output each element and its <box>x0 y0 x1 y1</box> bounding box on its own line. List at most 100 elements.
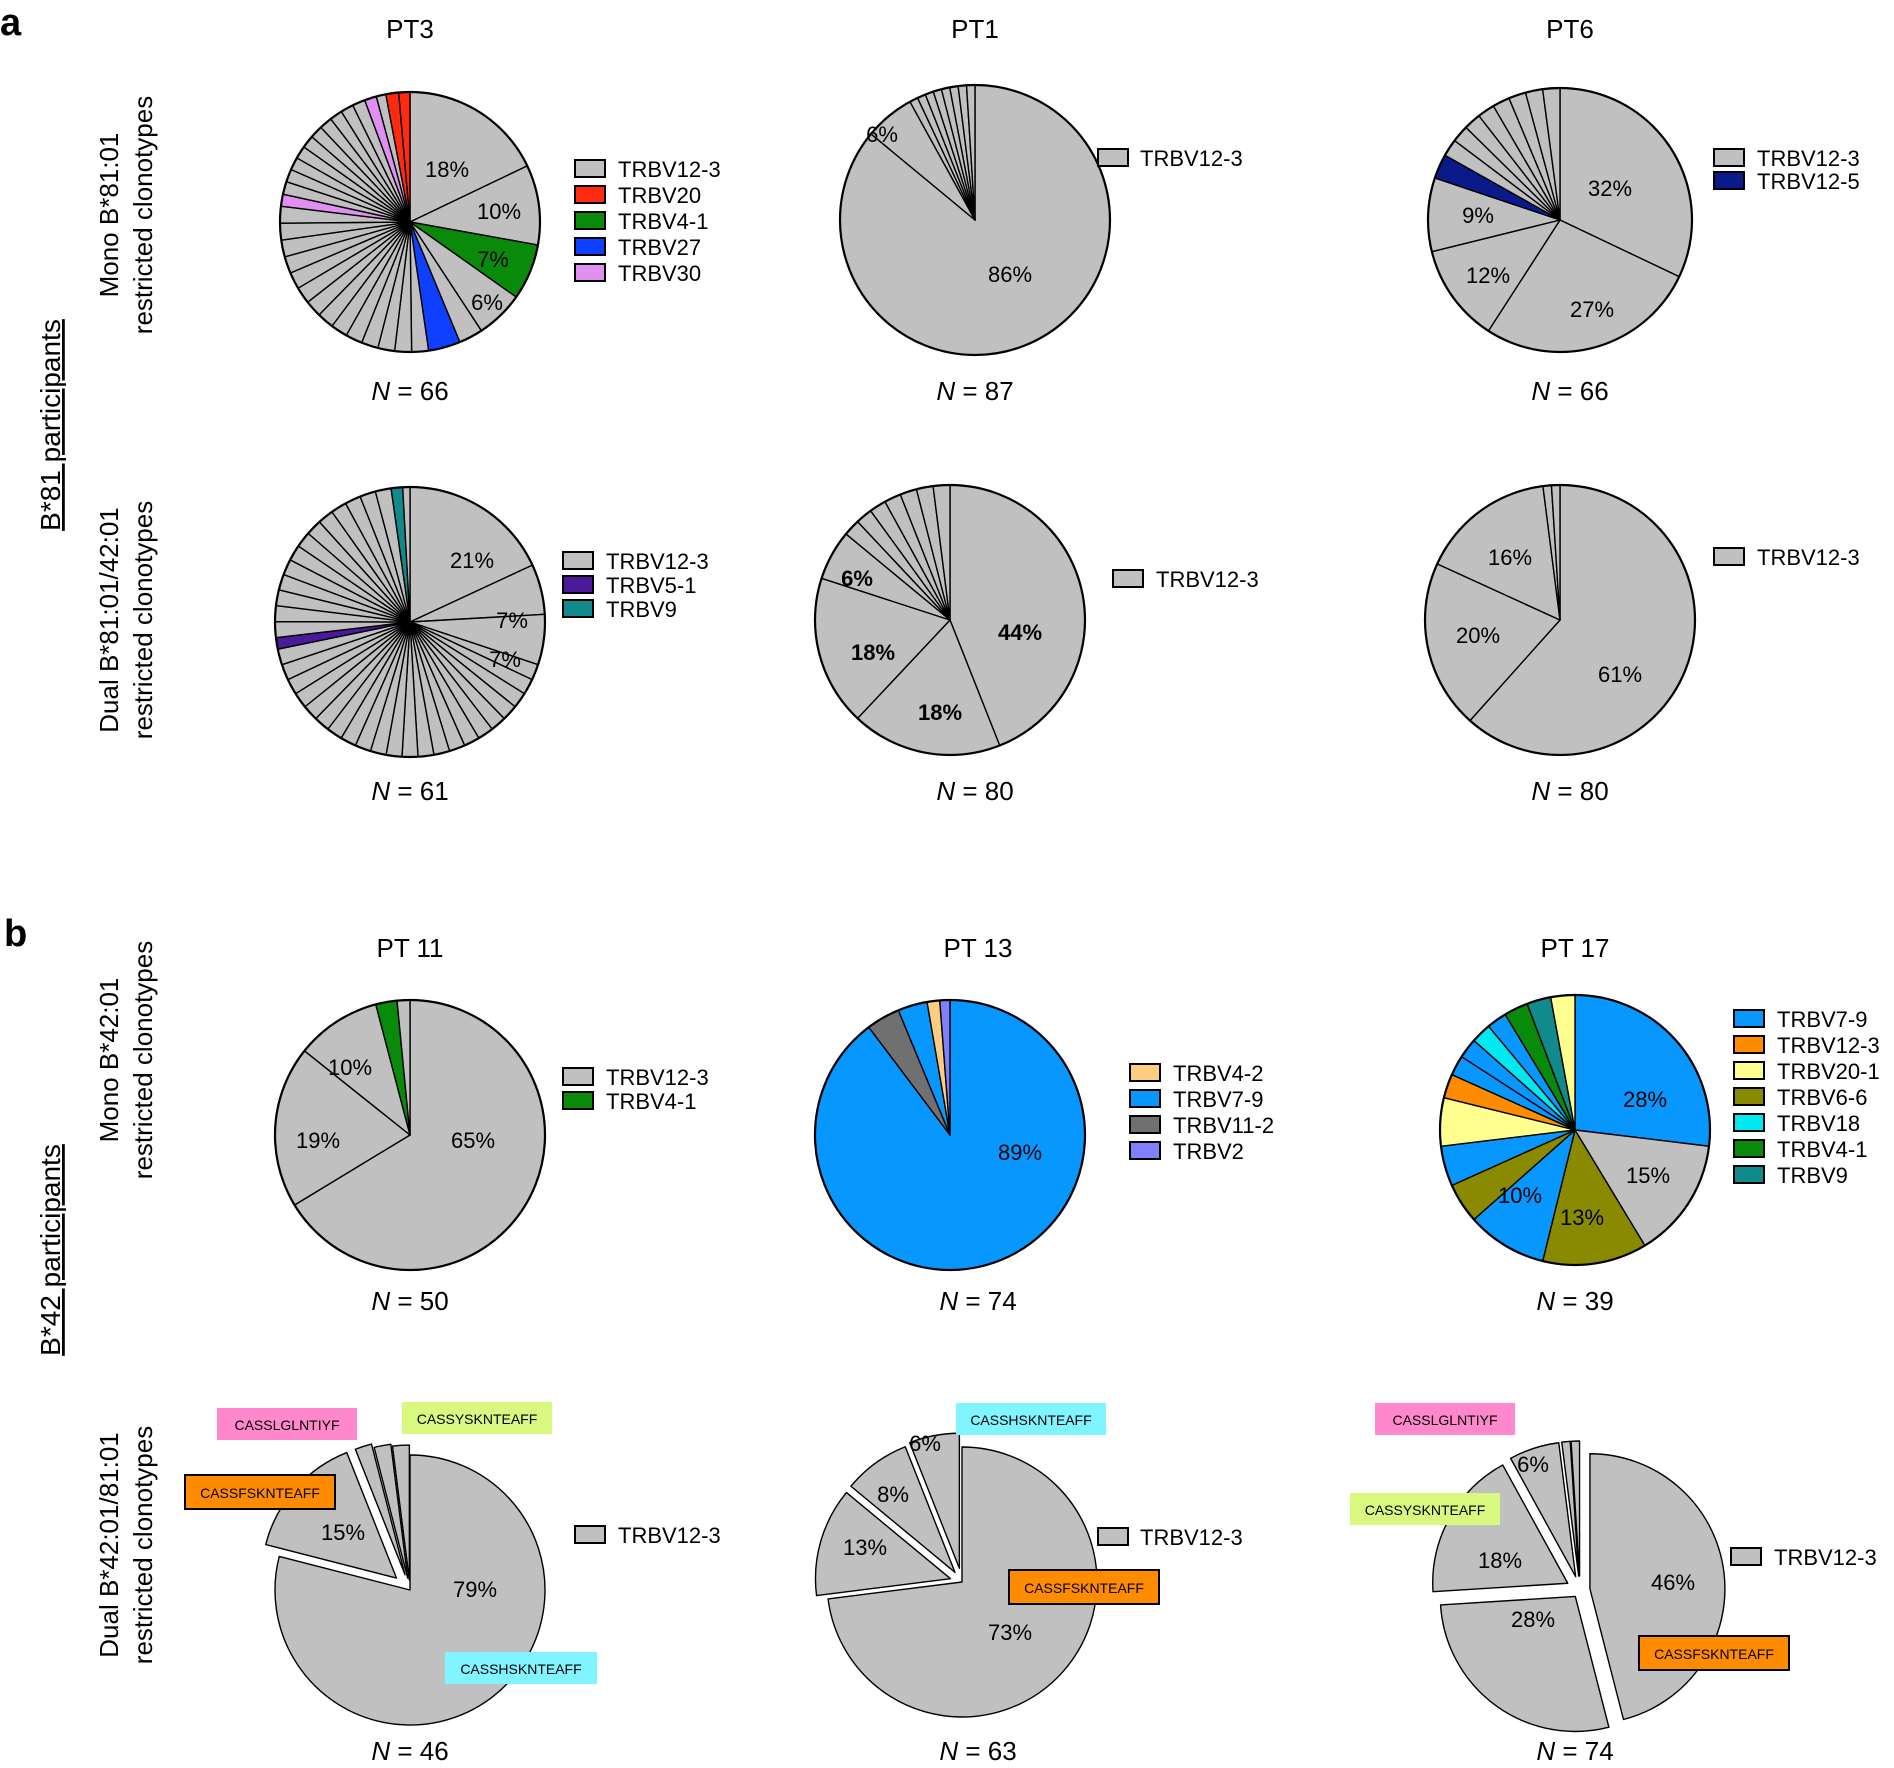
row-label-line: restricted clonotypes <box>128 1426 158 1664</box>
pie-outline <box>1438 993 1712 1267</box>
cdr3-label: CASSHSKNTEAFF <box>970 1412 1091 1428</box>
legend-label: TRBV12-3 <box>618 157 721 182</box>
legend-label: TRBV12-3 <box>1140 146 1243 171</box>
legend-swatch <box>562 599 594 618</box>
slice-label: 10% <box>1498 1183 1542 1208</box>
slice-label: 18% <box>918 700 962 725</box>
cdr3-box <box>445 1652 597 1684</box>
pie-slice <box>1574 994 1711 1147</box>
pie-slice <box>354 1443 406 1576</box>
svg-text:N = 74: N = 74 <box>939 1286 1016 1316</box>
legend: TRBV12-3 <box>1112 567 1259 592</box>
row-label-line: restricted clonotypes <box>128 941 158 1179</box>
group-label-b42: B*42 participants <box>35 1144 66 1356</box>
slice-label: 32% <box>1588 176 1632 201</box>
slice-label: 7% <box>477 247 509 272</box>
legend-label: TRBV9 <box>1777 1163 1848 1188</box>
legend-label: TRBV4-1 <box>606 1089 696 1114</box>
svg-text:N = 50: N = 50 <box>371 1286 448 1316</box>
legend: TRBV12-3 TRBV4-1 <box>562 1065 709 1114</box>
legend: TRBV12-3 TRBV12-5 <box>1713 146 1860 194</box>
legend-swatch <box>1733 1139 1765 1158</box>
slice-label: 65% <box>451 1128 495 1153</box>
pie-outline <box>273 998 547 1272</box>
slice-label: 89% <box>998 1140 1042 1165</box>
legend-swatch <box>1733 1035 1765 1054</box>
cdr3-annotation: CASSFSKNTEAFF <box>1638 1635 1790 1671</box>
cdr3-box <box>402 1402 552 1434</box>
row-label-line: Mono B*42:01 <box>94 978 124 1143</box>
cdr3-label: CASSYSKNTEAFF <box>1365 1502 1486 1518</box>
slice-label: 6% <box>866 122 898 147</box>
legend-label: TRBV7-9 <box>1777 1007 1867 1032</box>
svg-text:N = 66: N = 66 <box>371 376 448 406</box>
n-value: 63 <box>988 1736 1017 1766</box>
cdr3-label: CASSFSKNTEAFF <box>1654 1646 1774 1662</box>
cdr3-box <box>1375 1403 1515 1435</box>
row-label-line: Mono B*81:01 <box>94 133 124 298</box>
legend-label: TRBV12-3 <box>1140 1525 1243 1550</box>
pie-outline <box>813 483 1087 757</box>
legend: TRBV12-3 TRBV20 TRBV4-1 TRBV27 TRBV30 <box>574 157 721 286</box>
row-label-line: Dual B*81:01/42:01 <box>94 507 124 733</box>
slice-label: 18% <box>1478 1548 1522 1573</box>
chart-title: PT 13 <box>944 933 1013 963</box>
cdr3-annotation: CASSFSKNTEAFF <box>184 1474 336 1510</box>
legend-label: TRBV12-3 <box>1156 567 1259 592</box>
legend-label: TRBV12-3 <box>606 549 709 574</box>
legend-swatch <box>562 1091 594 1110</box>
legend-swatch <box>1733 1087 1765 1106</box>
chart-title: PT1 <box>951 14 999 44</box>
cdr3-box <box>1008 1569 1160 1605</box>
legend-swatch <box>574 237 606 256</box>
cdr3-label: CASSLGLNTIYF <box>234 1417 339 1433</box>
legend-label: TRBV4-2 <box>1173 1061 1263 1086</box>
slice-label: 10% <box>477 199 521 224</box>
chart-title: PT 11 <box>377 933 444 963</box>
slice-label: 28% <box>1623 1087 1667 1112</box>
slice-label: 18% <box>851 640 895 665</box>
slice-label: 44% <box>998 620 1042 645</box>
chart-title: PT3 <box>386 14 434 44</box>
cdr3-box <box>1350 1493 1500 1525</box>
n-value: 61 <box>420 776 449 806</box>
slice-label: 6% <box>909 1431 941 1456</box>
pie-outline <box>273 485 547 759</box>
legend-label: TRBV20 <box>618 183 701 208</box>
slice-label: 16% <box>1488 545 1532 570</box>
n-value: 74 <box>1585 1736 1614 1766</box>
n-label: N = 61 <box>371 776 448 806</box>
slice-label: 20% <box>1456 623 1500 648</box>
legend: TRBV12-3 <box>574 1523 721 1548</box>
legend: TRBV12-3 <box>1713 545 1860 570</box>
slice-label: 61% <box>1598 662 1642 687</box>
legend-label: TRBV12-3 <box>1777 1033 1880 1058</box>
legend-swatch <box>1129 1089 1161 1108</box>
cdr3-annotation: CASSHSKNTEAFF <box>956 1403 1106 1435</box>
slice-label: 7% <box>489 647 521 672</box>
legend-swatch <box>1730 1547 1762 1566</box>
legend-label: TRBV2 <box>1173 1139 1244 1164</box>
legend-swatch <box>562 575 594 594</box>
legend-swatch <box>1097 148 1129 167</box>
legend-label: TRBV27 <box>618 235 701 260</box>
cdr3-box <box>217 1408 357 1440</box>
row-label-dual-b81: Dual B*81:01/42:01 restricted clonotypes <box>94 501 158 739</box>
chart-title: PT6 <box>1546 14 1594 44</box>
legend-label: TRBV12-3 <box>606 1065 709 1090</box>
legend-label: TRBV6-6 <box>1777 1085 1867 1110</box>
slice-label: 12% <box>1466 263 1510 288</box>
cdr3-label: CASSYSKNTEAFF <box>417 1411 538 1427</box>
n-value: 80 <box>1580 776 1609 806</box>
pie-slice <box>373 1443 409 1579</box>
legend-swatch <box>1129 1063 1161 1082</box>
row-label-line: Dual B*42:01/81:01 <box>94 1432 124 1658</box>
pies-layer: 18% 10% 7% 6% 86% 6% 32% 27% 12% 9% 21% 7% 7% 44% 18% 1… <box>265 83 1726 1733</box>
slice-label: 86% <box>988 262 1032 287</box>
pie-slice <box>850 1446 956 1573</box>
n-value: 66 <box>420 376 449 406</box>
legend-swatch <box>1733 1061 1765 1080</box>
legend-swatch <box>1713 148 1745 167</box>
n-label: N = 46 <box>371 1736 448 1766</box>
